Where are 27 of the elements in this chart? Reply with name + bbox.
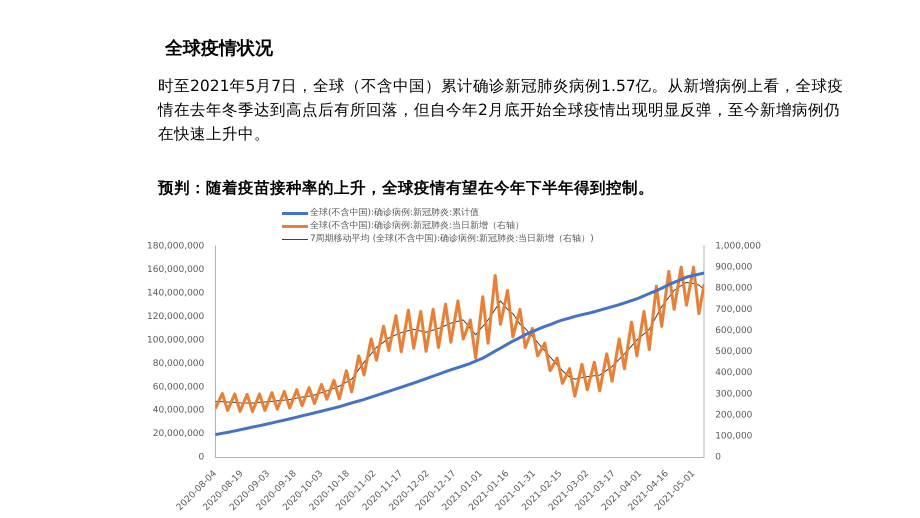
y2-tick-label: 900,000 — [715, 262, 753, 272]
y2-tick-label: 0 — [715, 452, 722, 463]
y-tick-label: 100,000,000 — [146, 335, 205, 346]
text: 预判：随着疫苗接种率的上升，全球疫情有望在今年下半年得到控制。 — [158, 178, 654, 199]
legend-label: 全球(不含中国):确诊病例:新冠肺炎:累计值 — [310, 207, 480, 220]
y-tick-label: 40,000,000 — [152, 406, 205, 416]
y2-tick-label: 100,000 — [715, 432, 753, 442]
y-tick-label: 60,000,000 — [152, 382, 205, 392]
legend-label: 全球(不含中国):确诊病例:新冠肺炎:当日新增（右轴） — [310, 220, 524, 233]
legend-label: 7周期移动平均 (全球(不含中国):确诊病例:新冠肺炎:当日新增（右轴）) — [310, 233, 594, 246]
y2-tick-label: 600,000 — [715, 326, 753, 336]
y-tick-label: 180,000,000 — [146, 241, 205, 252]
chart-subtitle: 时至2021年5月7日，全球（不含中国）累计确诊新冠肺炎病例1.57亿。从新增病例上看，全球疫情在去年冬季达到高点后有所回落，但自今年2月底开始全球疫情出现明显反弹，至今新增病例仍在快速上升中。 — [158, 76, 845, 145]
y-tick-label: 80,000,000 — [152, 358, 205, 369]
y2-tick-label: 700,000 — [715, 304, 753, 315]
y2-tick-label: 300,000 — [715, 389, 753, 400]
y-tick-label: 120,000,000 — [146, 312, 205, 322]
chart-title: 全球疫情状况 — [165, 37, 273, 60]
y-tick-label: 20,000,000 — [152, 429, 205, 440]
y2-tick-label: 1,000,000 — [715, 241, 762, 252]
y2-tick-label: 200,000 — [715, 410, 753, 420]
y-tick-label: 160,000,000 — [146, 264, 205, 275]
y-tick-label: 0 — [198, 452, 205, 463]
y2-tick-label: 400,000 — [715, 368, 753, 378]
y2-tick-label: 800,000 — [715, 284, 753, 294]
y2-tick-label: 500,000 — [715, 347, 753, 358]
y-tick-label: 140,000,000 — [146, 288, 205, 298]
